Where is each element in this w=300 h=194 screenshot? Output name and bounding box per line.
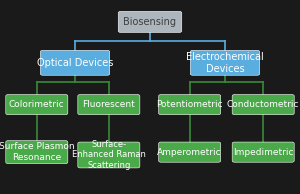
FancyBboxPatch shape bbox=[159, 142, 221, 162]
FancyBboxPatch shape bbox=[6, 94, 68, 115]
Text: Amperometric: Amperometric bbox=[158, 148, 222, 157]
Text: Conductometric: Conductometric bbox=[227, 100, 299, 109]
Text: Electrochemical
Devices: Electrochemical Devices bbox=[186, 52, 264, 74]
Text: Surface-
Enhanced Raman
Scattering: Surface- Enhanced Raman Scattering bbox=[72, 140, 146, 170]
FancyBboxPatch shape bbox=[232, 94, 294, 115]
Text: Optical Devices: Optical Devices bbox=[37, 58, 113, 68]
Text: Biosensing: Biosensing bbox=[124, 17, 176, 27]
Text: Colorimetric: Colorimetric bbox=[9, 100, 64, 109]
Text: Impedimetric: Impedimetric bbox=[233, 148, 293, 157]
FancyBboxPatch shape bbox=[78, 94, 140, 115]
FancyBboxPatch shape bbox=[78, 142, 140, 168]
Text: Potentiometric: Potentiometric bbox=[156, 100, 223, 109]
FancyBboxPatch shape bbox=[159, 94, 221, 115]
FancyBboxPatch shape bbox=[190, 50, 260, 75]
Text: Surface Plasmon
Resonance: Surface Plasmon Resonance bbox=[0, 142, 75, 162]
FancyBboxPatch shape bbox=[232, 142, 294, 162]
FancyBboxPatch shape bbox=[6, 141, 68, 164]
FancyBboxPatch shape bbox=[118, 11, 182, 32]
FancyBboxPatch shape bbox=[40, 50, 110, 75]
Text: Fluorescent: Fluorescent bbox=[82, 100, 135, 109]
